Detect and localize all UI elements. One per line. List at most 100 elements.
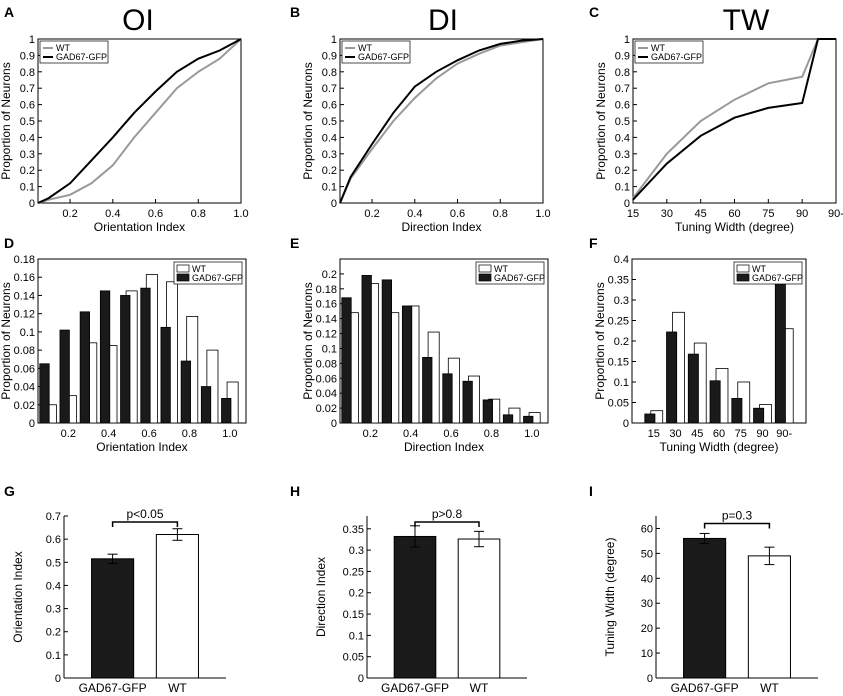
y-axis-label: Proportion of Neurons: [0, 62, 13, 179]
y-tick-label: 0.04: [316, 388, 337, 400]
x-tick-label: 0.4: [105, 208, 120, 220]
x-axis-label: Tuning Width (degree): [660, 440, 779, 454]
y-tick-label: 40: [641, 573, 653, 585]
legend-swatch-wt: [478, 264, 492, 273]
significance-label: p<0.05: [126, 507, 163, 521]
category-label: GAD67-GFP: [79, 681, 147, 695]
x-axis-label: Direction Index: [404, 440, 484, 454]
legend-label: GAD67-GFP: [192, 273, 243, 283]
bar-gad67-gfp: [221, 397, 232, 424]
y-tick-label: 10: [641, 648, 653, 660]
legend-box: [173, 261, 243, 285]
y-axis-label: Proportion of Neurons: [301, 62, 315, 179]
y-tick-label: 0.2: [349, 588, 364, 600]
y-tick-label: 1: [29, 34, 35, 46]
legend-swatch-gad67-gfp: [176, 273, 190, 282]
y-tick-label: 0.7: [615, 83, 630, 95]
x-tick-label: 0.8: [191, 208, 206, 220]
x-tick-label: 0.6: [450, 208, 465, 220]
significance-label: p=0.3: [722, 508, 753, 522]
x-tick-label: 90: [756, 428, 768, 440]
x-tick-label: 0.6: [148, 208, 163, 220]
bar-gad67-gfp: [644, 413, 656, 424]
col-title-oi: OI: [122, 4, 154, 37]
x-tick-label: 90: [796, 208, 808, 220]
y-tick-label: 0: [29, 198, 35, 210]
y-tick-label: 20: [641, 623, 653, 635]
y-axis-label: Tuning Width (degree): [603, 538, 617, 657]
legend-label: WT: [56, 43, 70, 53]
panel-a: 0 0.1 0.2 0.3 0.4 0.5 0.6 0.7 0.8 0.9 1 0.2 0.4 0.6 0.…: [0, 34, 249, 234]
y-tick-label: 0.18: [316, 284, 337, 296]
y-tick-label: 0.25: [343, 566, 364, 578]
x-axis-label: Direction Index: [401, 220, 481, 234]
y-tick-label: 0.08: [316, 358, 337, 370]
series-line-gad67-gfp: [37, 38, 242, 204]
legend-label: WT: [192, 264, 206, 274]
y-tick-label: 0.3: [614, 295, 629, 307]
y-tick-label: 0.1: [20, 182, 35, 194]
y-tick-label: 0.14: [316, 314, 337, 326]
bar-wt: [747, 555, 791, 679]
axes-frame: [632, 38, 837, 204]
y-tick-label: 0: [623, 418, 629, 430]
y-tick-label: 0.2: [322, 165, 337, 177]
panel-b: 0 0.1 0.2 0.3 0.4 0.5 0.6 0.7 0.8 0.9 1 0.2 0.4 0.6 0.…: [301, 34, 551, 234]
x-tick-label: 30: [669, 428, 681, 440]
y-tick-label: 0.3: [615, 149, 630, 161]
legend-label: WT: [752, 264, 766, 274]
bar-gad67-gfp: [401, 305, 413, 424]
y-axis-label: Direction Index: [314, 557, 328, 637]
bar-gad67-gfp: [523, 415, 534, 424]
y-axis-label: Proportion of Neurons: [0, 282, 13, 399]
y-tick-label: 0.14: [14, 290, 35, 302]
y-tick-label: 0: [358, 673, 364, 685]
y-tick-label: 0.5: [615, 116, 630, 128]
x-tick-label: 75: [735, 428, 747, 440]
y-tick-label: 0.6: [20, 100, 35, 112]
y-tick-label: 0.8: [20, 67, 35, 79]
legend-box: [634, 40, 704, 64]
category-label: WT: [760, 681, 779, 695]
legend-box: [733, 261, 803, 285]
y-tick-label: 0.02: [316, 403, 337, 415]
bar-gad67-gfp: [687, 353, 699, 424]
y-tick-label: 0.12: [316, 329, 337, 341]
legend-swatch-wt: [736, 264, 750, 273]
y-tick-label: 0.5: [46, 557, 61, 569]
y-tick-label: 0.4: [46, 580, 61, 592]
bar-gad67-gfp: [91, 558, 135, 679]
y-tick-label: 0.18: [14, 254, 35, 266]
y-tick-label: 0.1: [614, 377, 629, 389]
legend-box: [475, 261, 545, 285]
legend-label: GAD67-GFP: [494, 273, 545, 283]
y-tick-label: 0.3: [20, 149, 35, 161]
legend-label: WT: [494, 264, 508, 274]
category-label: GAD67-GFP: [381, 681, 449, 695]
x-axis-label: Tuning Width (degree): [675, 220, 794, 234]
x-tick-label: 0.2: [364, 208, 379, 220]
y-tick-label: 0.2: [20, 165, 35, 177]
panel-e: 0 0.02 0.04 0.06 0.08 0.1 0.12 0.14 0.16 0.18 0.2 0…: [301, 258, 549, 454]
x-tick-label: 0.8: [493, 208, 508, 220]
series-line-wt: [339, 38, 544, 204]
series-line-wt: [632, 38, 836, 199]
y-axis-label: Proportion of Neurons: [594, 62, 608, 179]
y-tick-label: 0.8: [322, 67, 337, 79]
x-tick-label: 0.4: [101, 428, 116, 440]
bar-gad67-gfp: [99, 290, 111, 424]
y-tick-label: 0.4: [322, 132, 337, 144]
series-line-gad67-gfp: [632, 38, 836, 201]
legend-swatch-gad67-gfp: [478, 273, 492, 282]
y-tick-label: 0.2: [322, 269, 337, 281]
legend-label: GAD67-GFP: [358, 52, 409, 62]
y-tick-label: 0.2: [614, 336, 629, 348]
panel-f: 0 0.05 0.1 0.15 0.2 0.25 0.3 0.35 0.4 15 30 45 60 75 9…: [593, 254, 807, 454]
panel-i: 0 10 20 30 40 50 60 Tuning Width (degree) GAD67-…: [603, 508, 818, 695]
bar-gad67-gfp: [462, 380, 473, 424]
x-tick-label: 0.6: [443, 428, 458, 440]
bar-gad67-gfp: [200, 386, 212, 424]
y-tick-label: 0.02: [14, 400, 35, 412]
legend-label: WT: [358, 43, 372, 53]
series-line-gad67-gfp: [339, 38, 544, 204]
